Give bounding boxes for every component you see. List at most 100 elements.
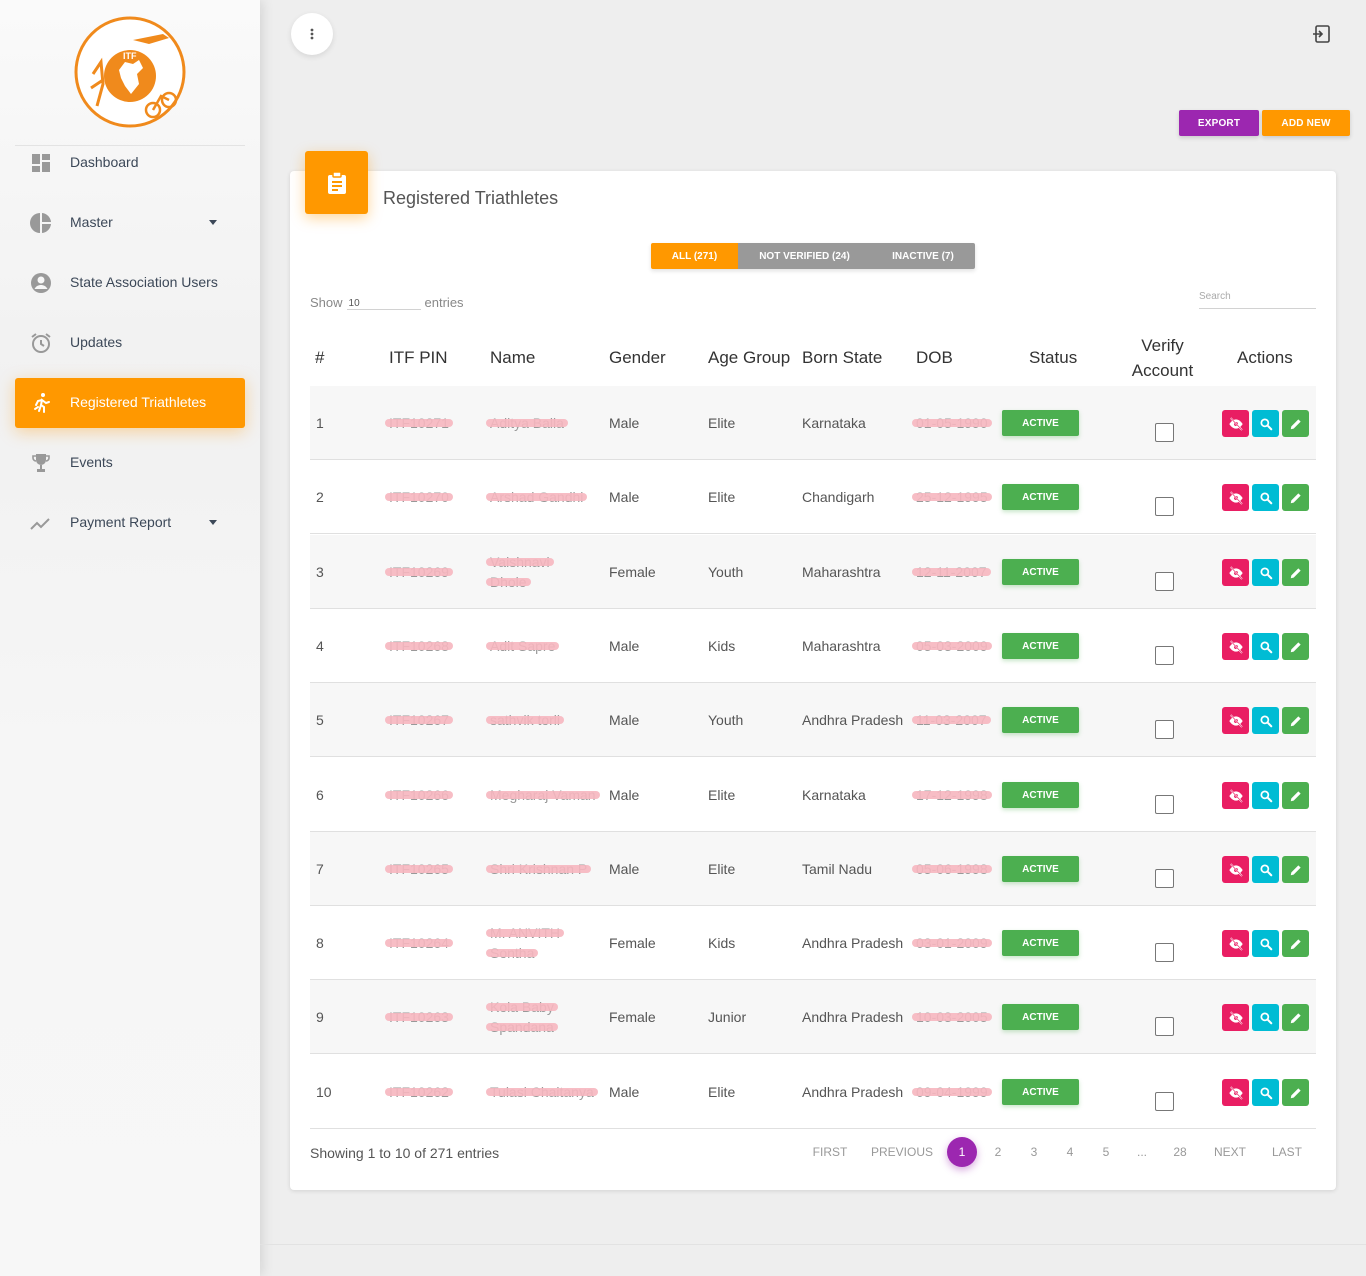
status-badge[interactable]: ACTIVE: [1002, 707, 1079, 733]
edit-button[interactable]: [1282, 484, 1309, 511]
sidebar-item-registered-triathletes[interactable]: Registered Triathletes: [15, 378, 245, 428]
sidebar-item-updates[interactable]: Updates: [15, 318, 245, 368]
status-badge[interactable]: ACTIVE: [1002, 1079, 1079, 1105]
pie-chart-icon: [29, 211, 53, 235]
deactivate-button[interactable]: [1222, 559, 1249, 586]
logout-button[interactable]: [1311, 23, 1333, 45]
verify-account-checkbox[interactable]: [1155, 1017, 1174, 1036]
logout-icon: [1313, 25, 1330, 43]
deactivate-button[interactable]: [1222, 930, 1249, 957]
status-badge[interactable]: ACTIVE: [1002, 1004, 1079, 1030]
edit-button[interactable]: [1282, 410, 1309, 437]
filter-not-verified-button[interactable]: NOT VERIFIED (24): [738, 243, 871, 269]
pagination-next[interactable]: NEXT: [1213, 1145, 1246, 1159]
status-badge[interactable]: ACTIVE: [1002, 930, 1079, 956]
filter-all-button[interactable]: ALL (271): [651, 243, 738, 269]
col-header-gender[interactable]: Gender: [609, 348, 666, 367]
more-options-button[interactable]: [291, 13, 333, 55]
view-button[interactable]: [1252, 633, 1279, 660]
deactivate-button[interactable]: [1222, 1004, 1249, 1031]
view-button[interactable]: [1252, 930, 1279, 957]
col-header-dob[interactable]: DOB: [916, 348, 953, 367]
edit-button[interactable]: [1282, 633, 1309, 660]
sidebar-item-payment-report[interactable]: Payment Report: [15, 498, 245, 548]
cell-num: 10: [316, 1084, 332, 1100]
edit-button[interactable]: [1282, 856, 1309, 883]
view-button[interactable]: [1252, 707, 1279, 734]
view-button[interactable]: [1252, 782, 1279, 809]
view-button[interactable]: [1252, 410, 1279, 437]
export-button[interactable]: EXPORT: [1179, 110, 1259, 136]
verify-account-checkbox[interactable]: [1155, 869, 1174, 888]
status-badge[interactable]: ACTIVE: [1002, 410, 1079, 436]
col-header-status[interactable]: Status: [1029, 348, 1078, 367]
search-input[interactable]: Search: [1199, 291, 1316, 309]
pagination-previous[interactable]: PREVIOUS: [870, 1145, 933, 1159]
edit-button[interactable]: [1282, 782, 1309, 809]
verify-account-checkbox[interactable]: [1155, 646, 1174, 665]
pagination-page-1[interactable]: 1: [947, 1137, 977, 1167]
cell-age-group: Junior: [708, 1009, 747, 1025]
deactivate-button[interactable]: [1222, 633, 1249, 660]
verify-account-checkbox[interactable]: [1155, 423, 1174, 442]
view-button[interactable]: [1252, 559, 1279, 586]
pagination-page-4[interactable]: 4: [1066, 1145, 1074, 1159]
edit-button[interactable]: [1282, 930, 1309, 957]
pagination-page-3[interactable]: 3: [1030, 1145, 1038, 1159]
pagination-page-5[interactable]: 5: [1102, 1145, 1110, 1159]
view-button[interactable]: [1252, 484, 1279, 511]
col-header-verify-account[interactable]: Verify Account: [1125, 330, 1200, 386]
cell-num: 6: [316, 787, 324, 803]
col-header-itf-pin[interactable]: ITF PIN: [389, 348, 448, 367]
add-new-button[interactable]: ADD NEW: [1262, 110, 1350, 136]
status-badge[interactable]: ACTIVE: [1002, 484, 1079, 510]
cell-name-line2: Spandana: [486, 1019, 558, 1035]
view-button[interactable]: [1252, 1079, 1279, 1106]
status-badge[interactable]: ACTIVE: [1002, 633, 1079, 659]
verify-account-checkbox[interactable]: [1155, 497, 1174, 516]
verify-account-checkbox[interactable]: [1155, 1092, 1174, 1111]
cell-age-group: Elite: [708, 861, 736, 877]
pagination-page-2[interactable]: 2: [994, 1145, 1002, 1159]
view-button[interactable]: [1252, 1004, 1279, 1031]
edit-button[interactable]: [1282, 707, 1309, 734]
col-header-name[interactable]: Name: [490, 348, 536, 367]
sidebar-item-master[interactable]: Master: [15, 198, 245, 248]
view-button[interactable]: [1252, 856, 1279, 883]
verify-account-checkbox[interactable]: [1155, 720, 1174, 739]
pencil-icon: [1290, 715, 1301, 726]
deactivate-button[interactable]: [1222, 856, 1249, 883]
entries-select[interactable]: 10: [346, 290, 421, 310]
edit-button[interactable]: [1282, 559, 1309, 586]
pagination-last[interactable]: LAST: [1271, 1145, 1302, 1159]
edit-button[interactable]: [1282, 1004, 1309, 1031]
cell-name: Kola Baby Spandana: [486, 980, 558, 1054]
eye-off-icon: [1228, 1010, 1243, 1025]
table-info: Showing 1 to 10 of 271 entries: [310, 1145, 500, 1161]
col-header-num[interactable]: #: [315, 348, 325, 367]
sidebar-item-events[interactable]: Events: [15, 438, 245, 488]
deactivate-button[interactable]: [1222, 484, 1249, 511]
deactivate-button[interactable]: [1222, 782, 1249, 809]
verify-account-checkbox[interactable]: [1155, 943, 1174, 962]
status-badge[interactable]: ACTIVE: [1002, 782, 1079, 808]
sidebar: ITF Dashboard Master State Association U…: [0, 0, 260, 1276]
verify-account-checkbox[interactable]: [1155, 572, 1174, 591]
verify-account-checkbox[interactable]: [1155, 795, 1174, 814]
filter-inactive-button[interactable]: INACTIVE (7): [871, 243, 975, 269]
deactivate-button[interactable]: [1222, 410, 1249, 437]
clipboard-icon: [305, 151, 368, 214]
status-badge[interactable]: ACTIVE: [1002, 856, 1079, 882]
col-header-age-group[interactable]: Age Group: [708, 348, 791, 367]
itf-logo[interactable]: ITF: [73, 14, 189, 130]
cell-name: sathvik torli: [485, 712, 565, 728]
pagination-first[interactable]: FIRST: [812, 1145, 848, 1159]
edit-button[interactable]: [1282, 1079, 1309, 1106]
pagination-page-28[interactable]: 28: [1173, 1145, 1187, 1159]
sidebar-item-dashboard[interactable]: Dashboard: [15, 138, 245, 188]
deactivate-button[interactable]: [1222, 1079, 1249, 1106]
status-badge[interactable]: ACTIVE: [1002, 559, 1079, 585]
sidebar-item-state-association-users[interactable]: State Association Users: [15, 258, 245, 308]
col-header-born-state[interactable]: Born State: [802, 348, 883, 367]
deactivate-button[interactable]: [1222, 707, 1249, 734]
